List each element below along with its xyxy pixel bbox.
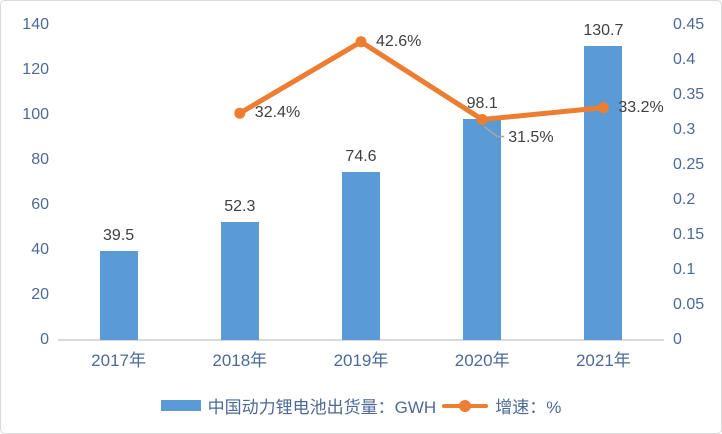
x-axis-category-label: 2017年 [91,351,146,370]
growth-rate-label: 32.4% [254,104,301,122]
x-axis-category-label: 2020年 [454,351,510,370]
bar-2018年 [220,222,259,340]
left-axis-tick-label: 80 [31,151,49,168]
bar-series-legend-label: 中国动力锂电池出货量：GWH [207,398,437,417]
left-axis-tick-label: 0 [40,331,49,348]
x-axis-category-label: 2019年 [333,351,389,370]
x-axis-line [58,339,664,341]
right-axis-tick-label: 0 [673,331,682,348]
x-axis-category-label: 2018年 [212,351,268,370]
right-axis-tick-label: 0.15 [673,226,705,243]
line-series-marker-icon [442,399,489,412]
left-axis-tick-label: 100 [22,106,49,123]
right-axis-tick-label: 0.3 [673,121,696,138]
right-axis-tick-label: 0.05 [673,296,705,313]
x-axis-category-label: 2021年 [575,351,631,370]
growth-rate-label: 42.6% [376,32,422,50]
line-series-legend-label: 增速：% [495,398,562,417]
bar-value-label: 39.5 [103,227,135,245]
growth-rate-label: 33.2% [618,98,664,116]
left-axis-tick-label: 40 [31,241,49,258]
left-axis-tick-label: 140 [22,16,49,33]
right-axis-tick-label: 0.25 [673,156,705,173]
left-axis-tick-label: 120 [22,61,49,78]
right-axis-tick-label: 0.45 [673,16,705,33]
legend-item-shipments: 中国动力锂电池出货量：GWH [160,393,437,418]
bar-value-label: 52.3 [224,198,256,216]
bar-value-label: 130.7 [583,21,624,39]
growth-rate-label: 31.5% [508,128,554,146]
bar-2017年 [99,251,138,340]
right-axis-tick-label: 0.35 [673,86,705,103]
legend-item-growth: 增速：% [442,393,561,418]
bar-2021年 [584,45,623,340]
chart-legend: 中国动力锂电池出货量：GWH 增速：% [1,393,721,418]
bar-series-swatch-icon [160,400,201,411]
right-axis-tick-label: 0.2 [673,191,696,208]
right-axis-tick-label: 0.4 [673,51,696,68]
left-axis-tick-label: 20 [31,286,49,303]
bar-2020年 [463,119,502,340]
right-axis-tick-label: 0.1 [673,261,696,278]
bar-value-label: 98.1 [466,95,498,113]
left-axis-tick-label: 60 [31,196,49,213]
bar-value-label: 74.6 [345,148,377,166]
bar-2019年 [342,172,380,340]
